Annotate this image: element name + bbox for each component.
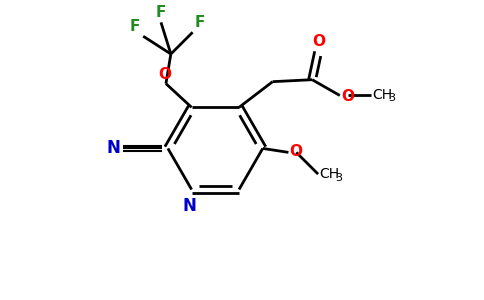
Text: N: N <box>106 140 121 158</box>
Text: O: O <box>341 89 354 104</box>
Text: F: F <box>130 19 140 34</box>
Text: O: O <box>289 144 302 159</box>
Text: CH: CH <box>372 88 393 101</box>
Text: O: O <box>158 67 171 82</box>
Text: 3: 3 <box>388 94 395 103</box>
Text: F: F <box>195 15 205 30</box>
Text: N: N <box>182 197 197 215</box>
Text: O: O <box>313 34 326 49</box>
Text: F: F <box>156 5 166 20</box>
Text: CH: CH <box>319 167 339 181</box>
Text: 3: 3 <box>335 173 342 183</box>
